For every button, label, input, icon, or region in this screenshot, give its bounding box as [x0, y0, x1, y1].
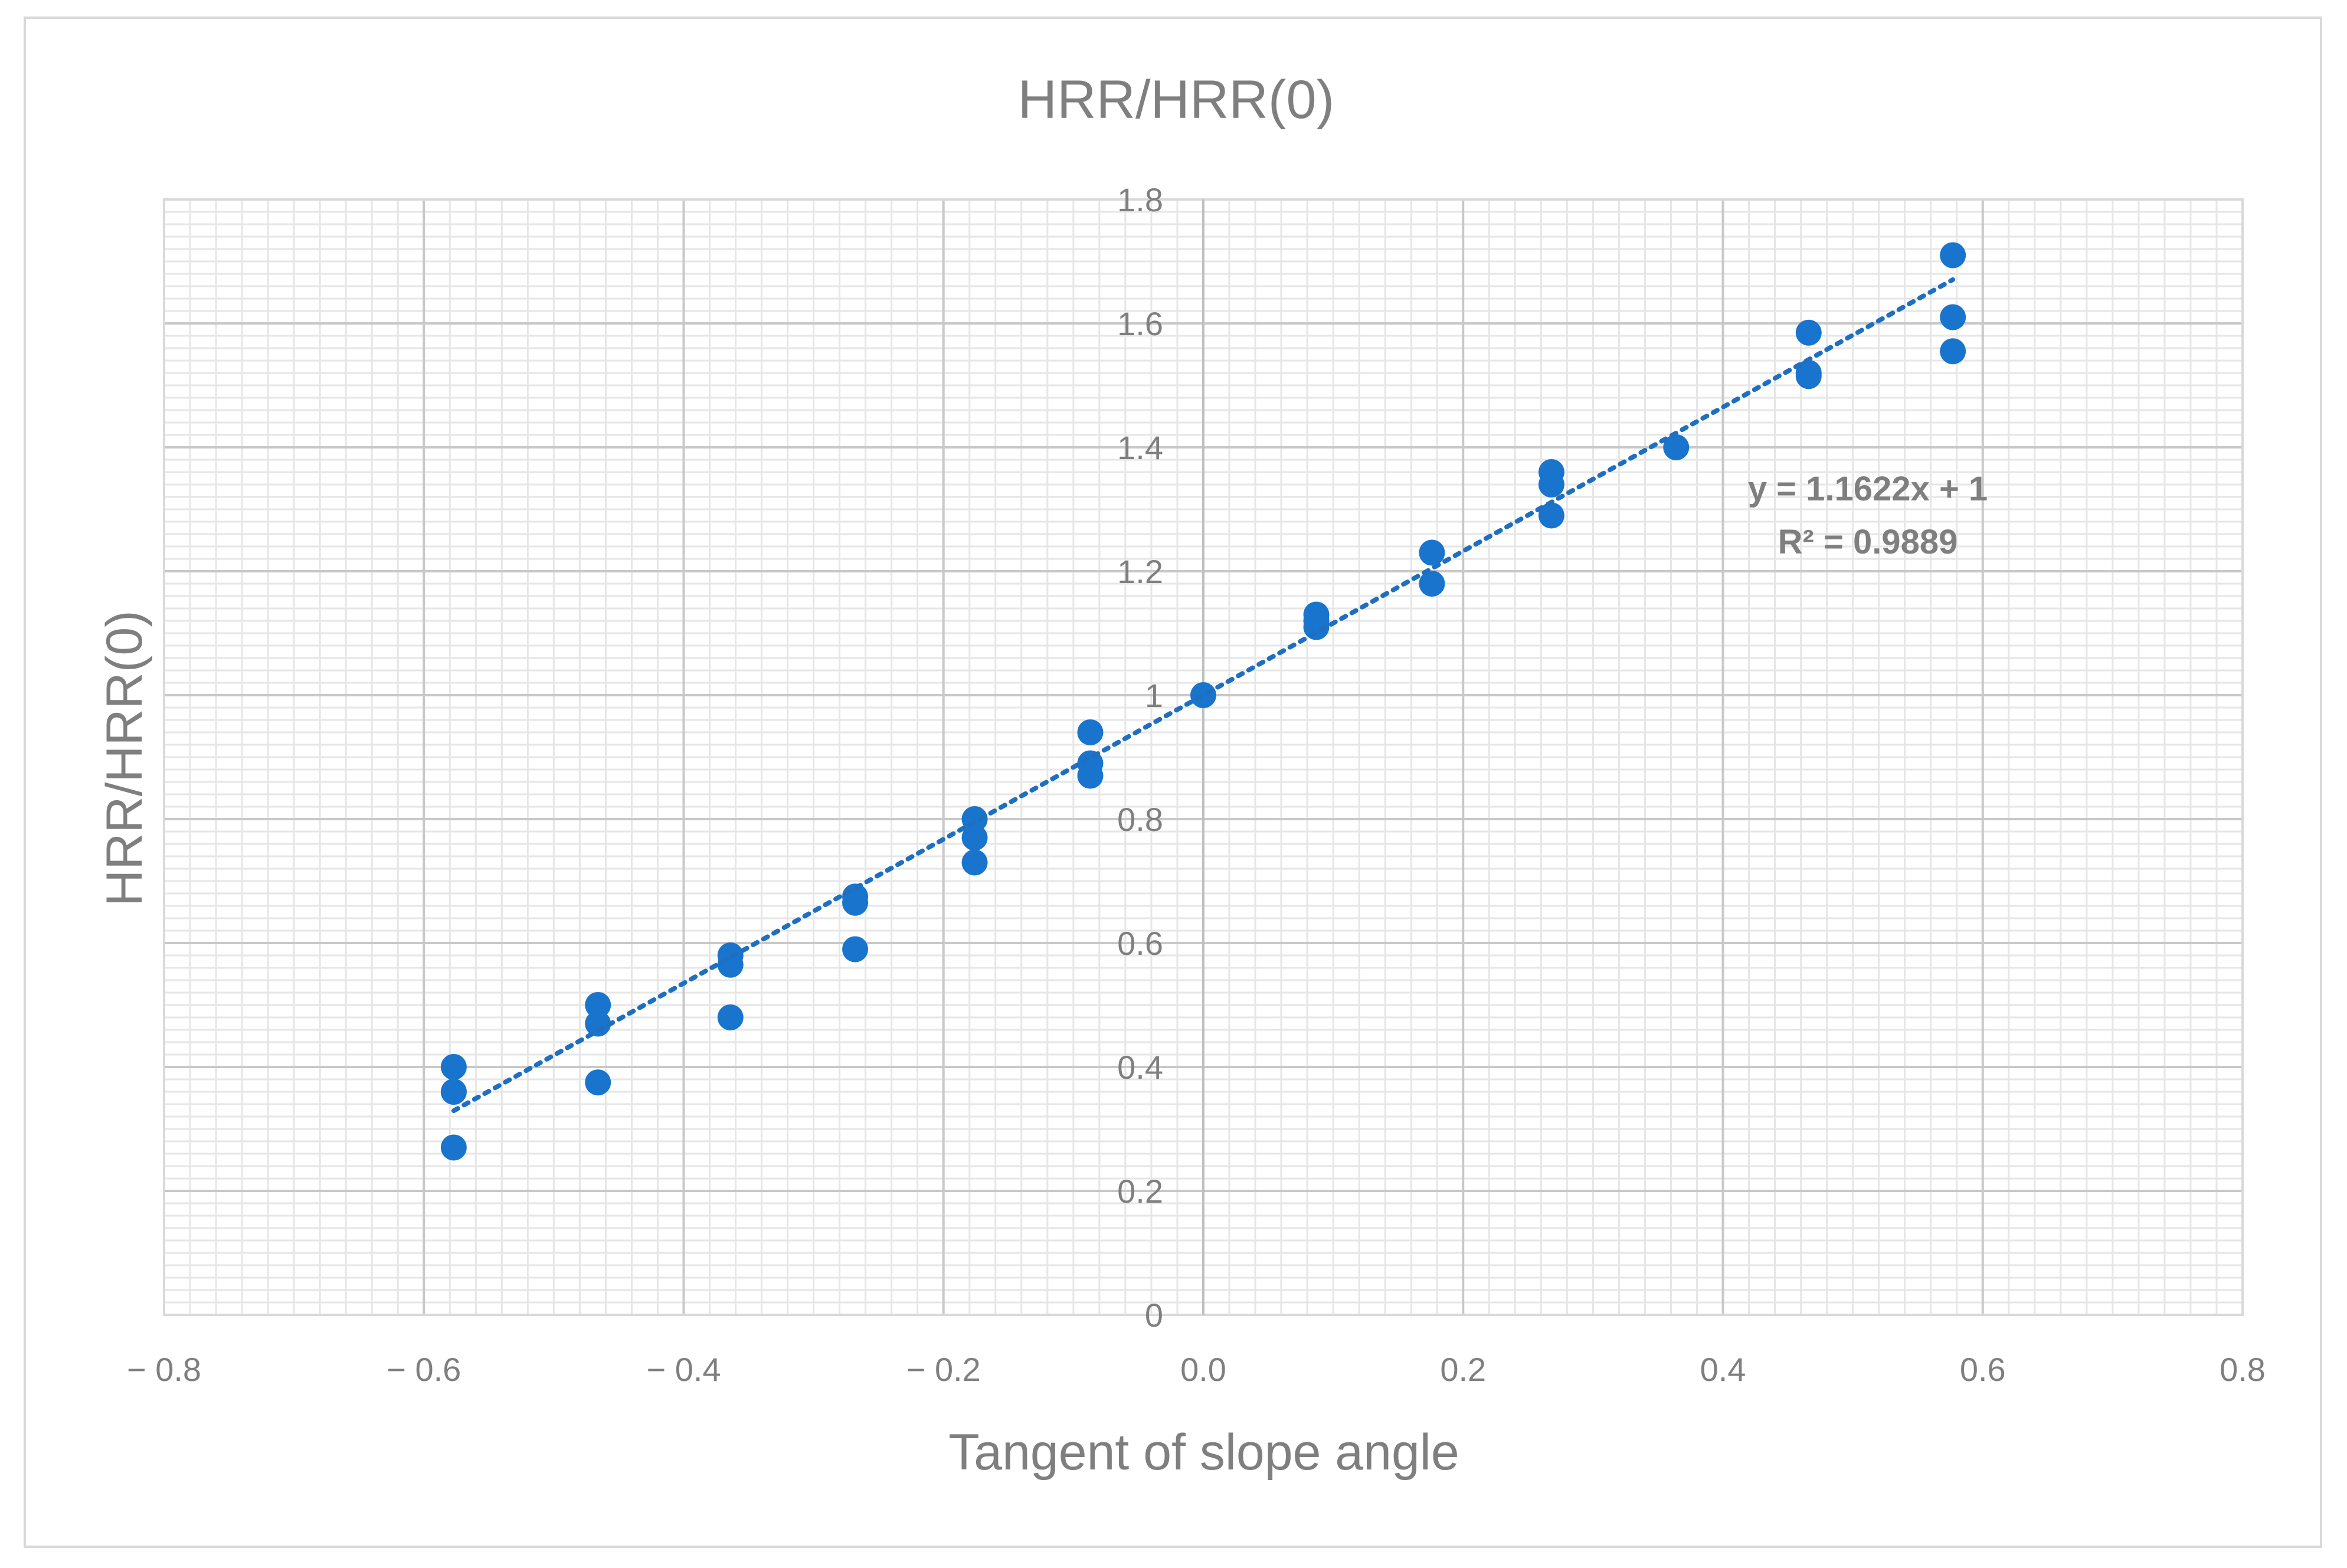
data-point — [961, 849, 988, 876]
trendline — [451, 277, 1956, 1114]
y-tick-label: 1.8 — [1117, 181, 1163, 218]
y-tick-label: 1.2 — [1117, 553, 1163, 590]
y-tick-label: 0.2 — [1117, 1173, 1163, 1210]
data-point — [1940, 304, 1966, 330]
x-tick-label: 0.4 — [1700, 1351, 1746, 1388]
data-point — [1663, 434, 1690, 460]
data-point — [1538, 502, 1564, 529]
data-point — [842, 889, 869, 916]
y-tick-label: 1.6 — [1117, 305, 1163, 342]
data-point — [585, 1069, 611, 1096]
x-tick-label: 0.8 — [2220, 1351, 2266, 1388]
data-point — [1795, 363, 1822, 389]
x-tick-label: − 0.8 — [127, 1351, 201, 1388]
data-point — [440, 1079, 467, 1105]
chart-title: HRR/HRR(0) — [1018, 70, 1335, 130]
data-point — [1940, 242, 1966, 269]
data-point — [717, 1004, 744, 1030]
x-tick-labels: − 0.8 − 0.6 − 0.4 − 0.2 0.0 0.2 0.4 0.6 0.8 — [127, 1351, 2266, 1388]
data-point — [1538, 472, 1564, 497]
trendline-r-squared: R² = 0.9889 — [1778, 523, 1958, 561]
data-point — [585, 992, 611, 1018]
data-point — [1795, 319, 1822, 346]
data-point — [440, 1134, 467, 1161]
y-tick-label: 1 — [1145, 677, 1163, 714]
data-point — [1419, 539, 1445, 566]
x-tick-label: 0.6 — [1960, 1351, 2006, 1388]
y-tick-labels: 0 0.2 0.4 0.6 0.8 1 1.2 1.4 1.6 1.8 — [1117, 181, 1163, 1334]
x-tick-label: 0.2 — [1440, 1351, 1486, 1388]
data-point — [1077, 719, 1104, 745]
data-point — [1419, 571, 1445, 597]
data-point — [585, 1010, 611, 1037]
data-point — [440, 1054, 467, 1080]
y-tick-label: 1.4 — [1117, 429, 1163, 466]
y-tick-label: 0.6 — [1117, 925, 1163, 962]
data-point — [1077, 762, 1104, 789]
y-tick-label: 0.8 — [1117, 801, 1163, 838]
x-axis-title: Tangent of slope angle — [948, 1424, 1459, 1481]
y-axis-title: HRR/HRR(0) — [96, 610, 153, 906]
x-tick-label: − 0.4 — [646, 1351, 721, 1388]
data-point — [1190, 682, 1216, 708]
data-point — [1940, 338, 1966, 365]
data-point — [842, 936, 869, 963]
x-tick-label: 0.0 — [1180, 1351, 1226, 1388]
x-tick-label: − 0.2 — [906, 1351, 981, 1388]
y-tick-label: 0 — [1145, 1297, 1163, 1334]
trendline-equation: y = 1.1622x + 1 — [1748, 470, 1988, 508]
data-point — [961, 824, 988, 851]
y-tick-label: 0.4 — [1117, 1049, 1163, 1086]
x-tick-label: − 0.6 — [387, 1351, 461, 1388]
